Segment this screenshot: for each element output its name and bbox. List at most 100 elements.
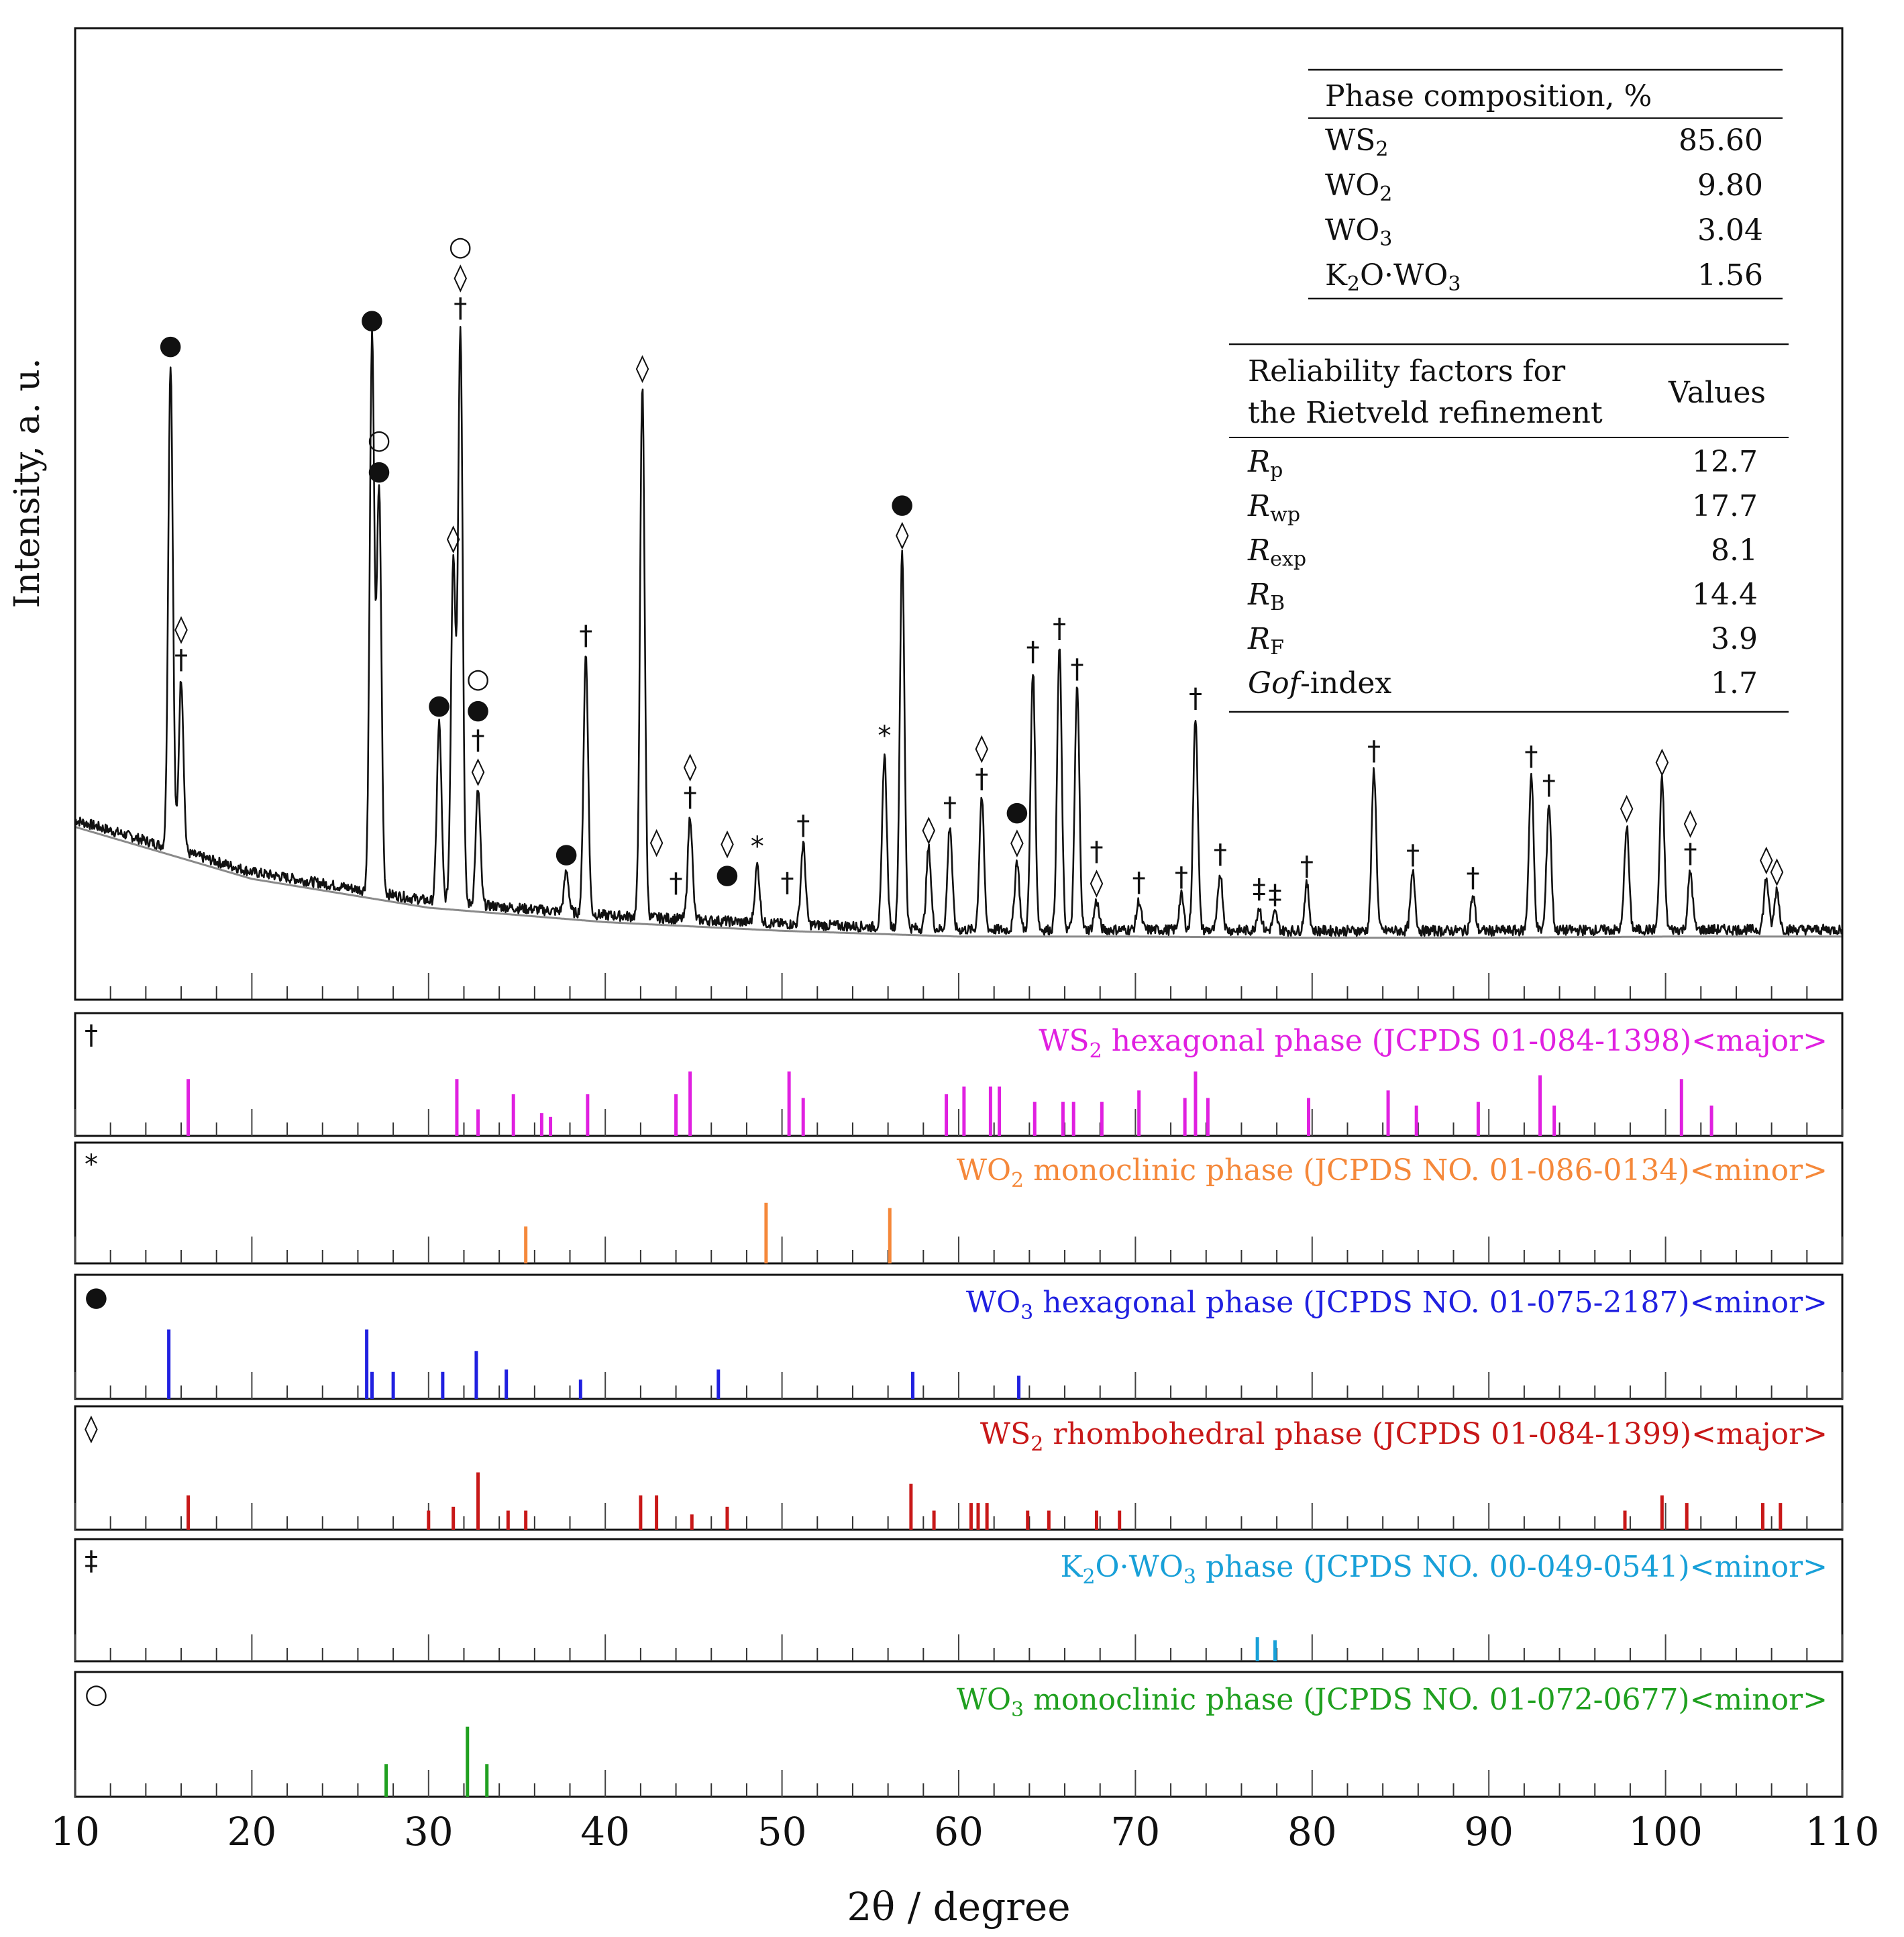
x-axis-label: 2θ / degree [847,1884,1070,1930]
peak-marker: ◊ [174,614,188,645]
peak-marker: ○ [368,425,391,456]
phase-symbol: ○ [85,1679,108,1710]
peak-marker: † [670,868,683,898]
peak-marker: † [1524,741,1538,772]
phase-label: WS2 rhombohedral phase (JCPDS 01-084-139… [980,1417,1828,1456]
phase-symbol: ● [85,1281,108,1312]
peak-marker: ◊ [454,262,467,293]
peak-marker: † [1090,837,1103,868]
reliability-value: 3.9 [1711,622,1758,656]
peak-marker: ◊ [922,815,935,845]
reliability-value: 17.7 [1692,489,1758,523]
peak-marker: ◊ [472,756,485,787]
phase-composition-table: Phase composition, % WS2 85.60 WO2 9.80 WO3 3… [1308,68,1783,300]
peak-marker: ○ [466,664,490,694]
peak-marker: ◊ [1620,792,1634,823]
peak-marker: ‡ [1268,880,1281,910]
phase-value: 3.04 [1697,213,1763,248]
peak-marker: † [943,792,957,823]
peak-marker: † [1406,839,1420,870]
peak-marker: ● [159,330,182,361]
peak-marker: † [975,764,988,794]
reliability-value: 1.7 [1711,666,1758,700]
peak-marker: † [1214,839,1227,870]
peak-marker: ● [368,456,391,486]
y-axis-label: Intensity, a. u. [7,358,48,608]
reference-panel: ○ WO3 monoclinic phase (JCPDS NO. 01-072-… [74,1671,1844,1798]
phase-table-rows: WS2 85.60 WO2 9.80 WO3 3.04 K2O·WO3 1.56 [1325,123,1763,296]
peak-marker: ‡ [1253,874,1266,904]
x-tick-label: 50 [757,1809,807,1854]
reliability-table-rows: Rp 12.7 Rwp 17.7 Rexp 8.1 RB 14.4 RF 3.9 Gof-index… [1247,445,1758,700]
x-tick-label: 60 [934,1809,984,1854]
reliability-value: 14.4 [1692,578,1758,612]
phase-name: WO2 [1325,168,1392,206]
peak-marker: ● [466,694,490,725]
reliability-header-line2: the Rietveld refinement [1248,396,1603,430]
peak-marker: † [579,621,592,651]
peak-marker: ◊ [1760,844,1773,875]
x-tick-label: 90 [1464,1809,1514,1854]
peak-marker: ◊ [636,353,649,384]
peak-marker: ◊ [1010,827,1024,857]
peak-marker: ◊ [1090,868,1104,898]
peak-marker: ● [890,488,914,519]
x-tick-label: 20 [227,1809,276,1854]
background-curve [74,826,1842,939]
peak-marker: † [1053,613,1066,644]
x-tick-label: 70 [1110,1809,1160,1854]
reliability-header-values: Values [1668,376,1766,410]
main-axis-ticks [74,973,1843,1000]
peak-marker: ◊ [1684,808,1697,839]
reference-panel: ‡ K2O·WO3 phase (JCPDS NO. 00-049-0541)<m… [74,1538,1844,1663]
peak-marker: ● [360,304,384,335]
peak-marker: ● [427,689,451,720]
reliability-value: 8.1 [1711,533,1758,568]
peak-marker: † [472,725,485,756]
peak-marker: ● [1005,796,1028,827]
reference-phase-panels: † WS2 hexagonal phase (JCPDS 01-084-1398)… [74,1012,1844,1798]
peak-marker: ● [715,859,739,890]
phase-value: 85.60 [1679,123,1763,158]
phase-label: WO2 monoclinic phase (JCPDS NO. 01-086-0… [957,1153,1828,1192]
peak-marker: ○ [449,231,472,262]
peak-marker: † [1683,839,1697,870]
phase-name: WS2 [1325,123,1388,161]
reliability-table: Reliability factors for the Rietveld ref… [1229,343,1789,713]
x-tick-label: 100 [1628,1809,1703,1854]
peak-marker: † [781,868,794,898]
phase-value: 9.80 [1697,168,1763,203]
peak-marker: † [796,810,810,841]
reliability-name: Rp [1247,445,1283,482]
peak-marker: ◊ [447,523,460,554]
x-tick-label: 10 [50,1809,100,1854]
reference-panel: * WO2 monoclinic phase (JCPDS NO. 01-086-… [74,1141,1844,1265]
phase-label: WO3 hexagonal phase (JCPDS NO. 01-075-21… [966,1286,1828,1324]
peak-marker: * [751,831,764,862]
phase-table-header: Phase composition, % [1325,79,1652,113]
main-frame [74,27,1844,1001]
x-tick-label: 30 [404,1809,454,1854]
x-tick-label: 110 [1805,1809,1880,1854]
reliability-name: RB [1247,578,1285,615]
peak-marker: ◊ [650,827,664,857]
peak-marker: ◊ [975,733,988,764]
peak-marker: † [1132,868,1146,898]
phase-symbol: ◊ [85,1413,98,1444]
peak-marker: ◊ [684,751,697,782]
peak-marker: ◊ [1655,746,1669,777]
peak-marker: † [1175,861,1188,892]
reliability-name: Gof-index [1248,666,1391,700]
main-pattern-panel: ●†◊●●○●◊†◊○◊†●○●†◊◊††◊●◊ *††*◊●◊††◊◊●†††◊… [74,27,1844,1001]
peak-marker: * [878,721,891,751]
reliability-value: 12.7 [1692,445,1758,479]
peak-marker: ● [555,838,578,869]
peak-marker: † [1300,851,1314,882]
x-tick-label: 80 [1287,1809,1337,1854]
peak-marker: † [684,782,697,813]
phase-label: K2O·WO3 phase (JCPDS NO. 00-049-0541)<mi… [1061,1550,1828,1589]
phase-symbol: ‡ [85,1546,98,1577]
peak-marker: ◊ [1770,855,1784,886]
reliability-name: RF [1247,622,1284,660]
